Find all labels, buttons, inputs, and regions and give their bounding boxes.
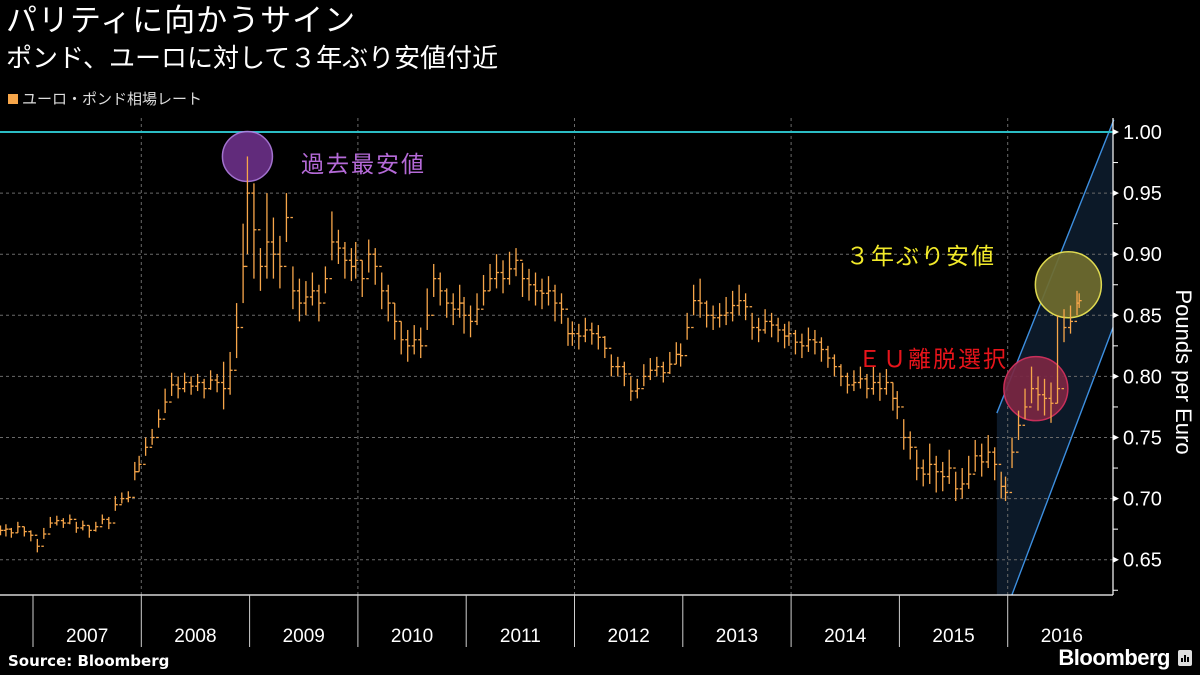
annotation-three-year-low: ３年ぶり安値 <box>846 244 996 270</box>
annotation-brexit-vote: ＥＵ離脱選択 <box>858 347 1008 373</box>
x-tick-label: 2012 <box>608 626 650 647</box>
x-tick-label: 2007 <box>66 626 108 647</box>
y-tick-label: 0.95 <box>1123 183 1162 205</box>
x-tick-label: 2010 <box>391 626 433 647</box>
x-tick-label: 2008 <box>174 626 216 647</box>
annotation-record-low: 過去最安値 <box>301 152 426 178</box>
y-tick-label: 1.00 <box>1123 122 1162 144</box>
legend-swatch-icon <box>8 94 18 104</box>
brand-wordmark: Bloomberg <box>1058 645 1170 670</box>
trend-channel <box>996 119 1115 596</box>
y-tick-label: 0.80 <box>1123 366 1162 388</box>
source-note: Source: Bloomberg <box>8 652 170 670</box>
chart-logo-icon <box>1178 650 1192 666</box>
y-tick-label: 0.75 <box>1123 428 1162 450</box>
chart-subtitle: ポンド、ユーロに対して３年ぶり安値付近 <box>6 44 499 74</box>
x-tick-label: 2013 <box>716 626 758 647</box>
ohlc-series <box>0 156 1082 553</box>
legend-label: ユーロ・ポンド相場レート <box>22 90 203 108</box>
tick-labels: 0.65 0.70 0.75 0.80 0.85 0.90 0.95 1.00 2007 2008… <box>66 122 1162 647</box>
x-tick-label: 2015 <box>932 626 974 647</box>
y-axis-label: Pounds per Euro <box>1171 289 1196 455</box>
y-tick-label: 0.65 <box>1123 550 1162 572</box>
y-tick-label: 0.70 <box>1123 489 1162 511</box>
bloomberg-logo: Bloomberg <box>1058 645 1192 671</box>
y-tick-label: 0.90 <box>1123 244 1162 266</box>
x-tick-label: 2014 <box>824 626 867 647</box>
y-tick-label: 0.85 <box>1123 305 1162 327</box>
legend: ユーロ・ポンド相場レート <box>8 89 202 109</box>
x-tick-label: 2016 <box>1041 626 1083 647</box>
x-tick-label: 2011 <box>500 626 541 647</box>
axes <box>0 118 1119 647</box>
x-tick-label: 2009 <box>283 626 325 647</box>
grid-lines <box>0 118 1113 595</box>
chart-title: パリティに向かうサイン <box>6 3 357 39</box>
